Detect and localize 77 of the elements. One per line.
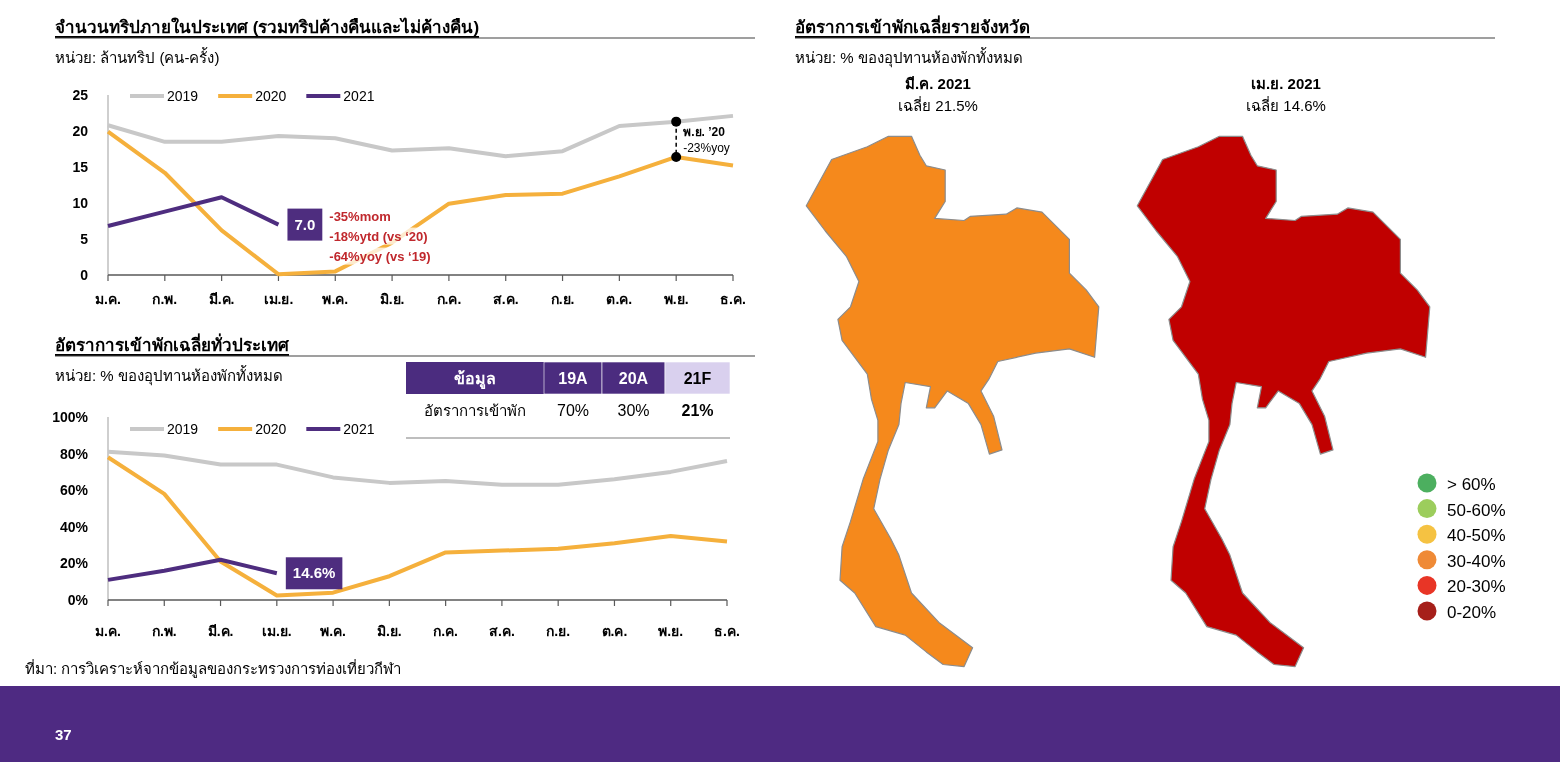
line-series [106,195,281,229]
category-label: 0-20% [1447,603,1497,622]
legend-label: 2021 [343,88,375,104]
text: เม.ย. 2021 [1251,75,1321,92]
x-tick-label: เม.ย. [261,623,292,639]
category-label: 50-60% [1447,500,1506,520]
y-tick-label: 80% [59,445,89,462]
category-label: 20-30% [1447,577,1506,597]
y-tick-label: 25 [72,87,89,103]
category-label: 20A [618,370,649,387]
y-tick-label: 10 [72,195,89,211]
text: หน่วย: % ของอุปทานห้องพักทั้งหมด [795,47,1023,68]
x-tick-label: พ.ย. [663,291,689,307]
annotation: -64%yoy (vs ‘19) [329,248,431,264]
x-tick-label: ธ.ค. [714,623,740,639]
x-tick-label: ก.พ. [152,291,178,307]
x-tick-label: พ.ค. [322,291,349,307]
y-tick-label: 20% [59,555,89,572]
text: เฉลี่ย 14.6% [1246,95,1326,114]
category-label: 19A [558,370,589,387]
x-tick-label: มี.ค. [208,291,235,307]
y-tick-label: 0 [80,267,89,283]
data-label: 7.0 [294,215,316,233]
x-tick-label: ก.ย. [550,291,575,307]
annotation: -18%ytd (vs ‘20) [329,228,428,244]
annotation: -23%yoy [683,141,730,156]
y-tick-label: 20 [72,123,89,139]
x-tick-label: ธ.ค. [720,291,746,307]
x-tick-label: มี.ค. [207,623,234,639]
text: 37 [55,726,72,743]
category-label: อัตราการเข้าพัก [424,402,526,419]
y-tick-label: 60% [59,482,89,499]
y-tick-label: 100% [52,409,89,425]
chart-subtitle: หน่วย: ล้านทริป (คน-ครั้ง) [55,47,220,66]
text: เฉลี่ย 21.5% [898,95,978,114]
text: 70% [556,402,590,419]
annotation: -35%mom [329,208,391,224]
x-tick-label: ต.ค. [601,623,628,639]
x-tick-label: มิ.ย. [376,623,402,639]
text: มี.ค. 2021 [905,75,971,92]
x-tick-label: ต.ค. [606,291,633,307]
legend-label: 2019 [167,421,199,437]
legend-label: 2019 [167,88,199,104]
chart-title: จำนวนทริปภายในประเทศ (รวมทริปค้างคืนและไม่ค้างคืน) [55,17,480,37]
category-label: 21F [683,370,712,387]
legend-label: 2021 [343,421,375,437]
category-label: 40-50% [1447,526,1506,546]
x-tick-label: ก.ค. [436,291,462,307]
data-label: 14.6% [292,564,336,582]
text: ที่มา: การวิเคราะห์จากข้อมูลของกระทรวงการท่องเที่ยวกีฬา [25,658,402,678]
chart-title: อัตราการเข้าพักเฉลี่ยทั่วประเทศ [55,333,290,355]
x-tick-label: ม.ค. [95,623,121,639]
line-series [106,557,279,582]
chart-subtitle: หน่วย: % ของอุปทานห้องพักทั้งหมด [55,365,283,386]
x-tick-label: ก.ย. [546,623,571,639]
x-tick-label: พ.ย. [658,623,684,639]
x-tick-label: ม.ค. [95,291,121,307]
text: ข้อมูล [454,370,496,390]
y-tick-label: 15 [72,159,89,175]
category-label: 30-40% [1447,551,1506,571]
x-tick-label: ส.ค. [489,623,515,639]
x-tick-label: พ.ค. [320,623,346,639]
x-tick-label: ก.ค. [433,623,459,639]
text: 21% [681,402,714,419]
y-tick-label: 40% [59,518,89,535]
annotation: พ.ย. ’20 [683,125,726,140]
x-tick-label: มิ.ย. [379,291,405,307]
y-tick-label: 0% [67,592,89,608]
category-label: > 60% [1447,475,1496,494]
x-tick-label: เม.ย. [263,291,294,307]
text: 30% [617,402,650,419]
x-tick-label: ส.ค. [492,291,519,307]
y-tick-label: 5 [80,231,89,247]
legend-label: 2020 [255,88,287,104]
text: อัตราการเข้าพักเฉลี่ยรายจังหวัด [795,15,1030,37]
legend-label: 2020 [255,421,287,437]
x-tick-label: ก.พ. [151,623,177,639]
